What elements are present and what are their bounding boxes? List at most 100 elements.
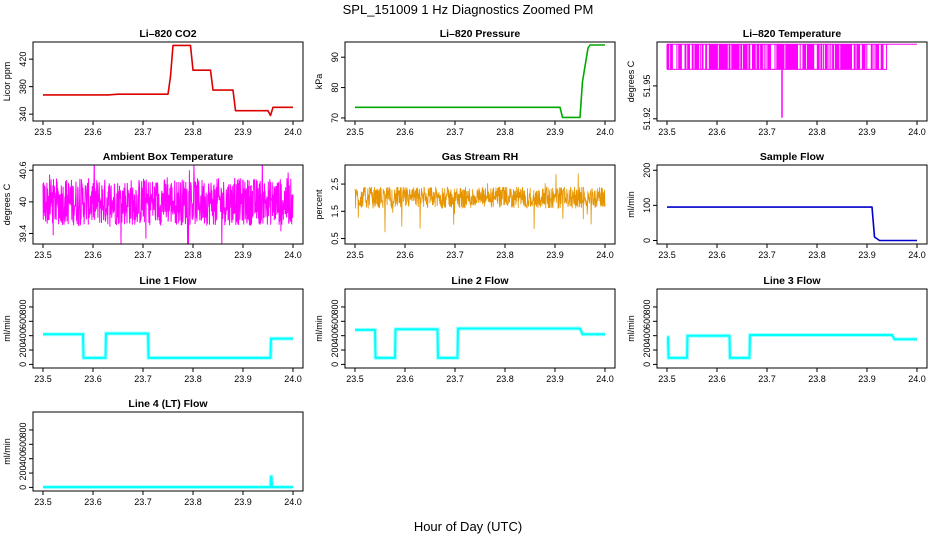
x-tick-label: 23.6	[84, 250, 102, 260]
plot-frame	[32, 41, 304, 122]
panel-2: Li–820 Temperature degrees C 23.5 23.6 23.7 2…	[626, 28, 928, 137]
x-tick-label: 23.5	[346, 374, 364, 384]
y-tick-label: 400	[18, 451, 28, 466]
x-tick-label: 23.9	[858, 374, 876, 384]
series-band	[355, 326, 605, 360]
x-tick-label: 23.5	[346, 127, 364, 137]
x-tick-label: 23.8	[184, 497, 202, 507]
x-tick-label: 23.7	[134, 250, 152, 260]
series-group	[355, 326, 605, 360]
y-tick-label: 0	[18, 362, 28, 367]
y-tick-label: 400	[18, 328, 28, 343]
series-line	[667, 206, 917, 242]
series-line	[42, 165, 294, 244]
y-tick-label: 100	[642, 198, 652, 213]
x-tick-label: 23.9	[858, 250, 876, 260]
y-axis-label: ml/min	[314, 315, 324, 342]
x-tick-label: 23.5	[658, 374, 676, 384]
plot-frame	[656, 288, 928, 369]
x-tick-label: 23.6	[708, 250, 726, 260]
x-tick-label: 24.0	[284, 250, 302, 260]
figure-title: SPL_151009 1 Hz Diagnostics Zoomed PM	[343, 2, 594, 17]
series-group	[43, 331, 293, 360]
plot-frame	[32, 411, 304, 492]
y-tick-label: 600	[642, 314, 652, 329]
x-tick-label: 23.9	[234, 497, 252, 507]
panel-title: Line 4 (LT) Flow	[128, 398, 208, 410]
y-tick-label: 70	[330, 113, 340, 123]
plot-frame	[32, 164, 304, 245]
y-tick-label: 200	[330, 343, 340, 358]
x-tick-label: 23.6	[84, 497, 102, 507]
x-tick-label: 23.6	[84, 127, 102, 137]
y-tick-label: 600	[18, 437, 28, 452]
plot-frame	[656, 41, 928, 122]
y-tick-label: 200	[642, 163, 652, 178]
panel-title: Sample Flow	[760, 151, 825, 163]
x-tick-label: 23.8	[184, 250, 202, 260]
y-axis-label: degrees C	[626, 60, 636, 102]
x-tick-label: 23.5	[346, 250, 364, 260]
series-line	[43, 475, 293, 489]
x-tick-label: 23.7	[134, 127, 152, 137]
y-tick-label: 90	[330, 52, 340, 62]
series-band	[666, 333, 917, 360]
x-tick-label: 23.5	[34, 497, 52, 507]
panel-7: Line 2 Flow ml/min 23.5 23.6 23.7 23.8 23.9 24.…	[314, 275, 616, 384]
series-group	[42, 165, 294, 244]
y-axis-label: Licor ppm	[2, 62, 12, 102]
series-group	[43, 44, 293, 117]
series-group	[354, 173, 606, 233]
panel-9: Line 4 (LT) Flow ml/min 23.5 23.6 23.7 23.8 23…	[2, 398, 304, 507]
x-tick-label: 23.6	[396, 250, 414, 260]
x-tick-label: 23.8	[496, 127, 514, 137]
x-tick-label: 23.8	[808, 127, 826, 137]
y-tick-label: 600	[18, 314, 28, 329]
series-drops	[666, 44, 888, 70]
figure-xlabel: Hour of Day (UTC)	[414, 519, 522, 534]
x-tick-label: 23.6	[396, 374, 414, 384]
x-tick-label: 23.7	[758, 374, 776, 384]
series-group	[667, 206, 917, 242]
x-tick-label: 23.9	[546, 127, 564, 137]
x-tick-label: 23.8	[496, 250, 514, 260]
series-line	[43, 332, 293, 359]
panel-8: Line 3 Flow ml/min 23.5 23.6 23.7 23.8 23.9 24.…	[626, 275, 928, 384]
y-tick-label: 420	[18, 52, 28, 67]
panel-title: Li–820 Pressure	[440, 28, 521, 40]
panel-5: Sample Flow ml/min 23.5 23.6 23.7 23.8 23.9 24.…	[626, 151, 928, 260]
y-tick-label: 40.6	[18, 162, 28, 180]
plot-frame	[656, 164, 928, 245]
series-line	[355, 327, 605, 359]
x-tick-label: 24.0	[284, 127, 302, 137]
x-tick-label: 23.9	[234, 127, 252, 137]
panel-grid: Li–820 CO2 Licor ppm 23.5 23.6 23.7 23.8 23.9 2…	[2, 28, 928, 507]
y-tick-label: 39.4	[18, 225, 28, 243]
panel-title: Li–820 Temperature	[743, 28, 842, 40]
series-group	[355, 44, 605, 119]
panel-3: Ambient Box Temperature degrees C 23.5 23.6…	[2, 151, 304, 260]
y-tick-label: 0	[642, 238, 652, 243]
x-tick-label: 23.5	[34, 127, 52, 137]
y-tick-label: 1.5	[330, 205, 340, 218]
y-axis-label: ml/min	[626, 191, 636, 218]
x-tick-label: 23.7	[758, 127, 776, 137]
x-tick-label: 24.0	[596, 250, 614, 260]
x-tick-label: 23.9	[234, 250, 252, 260]
y-axis-label: kPa	[314, 74, 324, 90]
x-tick-label: 24.0	[908, 374, 926, 384]
x-tick-label: 23.9	[234, 374, 252, 384]
x-tick-label: 23.6	[708, 127, 726, 137]
panel-0: Li–820 CO2 Licor ppm 23.5 23.6 23.7 23.8 23.9 2…	[2, 28, 304, 137]
panel-4: Gas Stream RH percent 23.5 23.6 23.7 23.8 23.9…	[314, 151, 616, 260]
panel-title: Line 3 Flow	[763, 275, 821, 287]
y-tick-label: 40	[18, 197, 28, 207]
x-tick-label: 23.8	[808, 374, 826, 384]
series-line	[667, 334, 917, 359]
y-tick-label: 51.95	[642, 75, 652, 98]
x-tick-label: 23.7	[446, 250, 464, 260]
x-tick-label: 23.5	[658, 127, 676, 137]
x-tick-label: 23.6	[84, 374, 102, 384]
panel-title: Gas Stream RH	[442, 151, 518, 163]
y-tick-label: 0	[330, 362, 340, 367]
